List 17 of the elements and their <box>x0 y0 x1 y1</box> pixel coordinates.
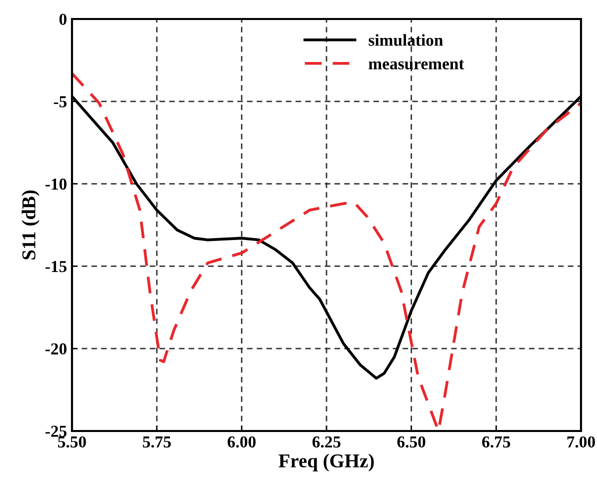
x-tick-label: 6.75 <box>482 436 510 448</box>
legend-label: simulation <box>368 34 443 46</box>
x-axis-title: Freq (GHz) <box>278 454 374 472</box>
y-tick-label: -15 <box>46 260 67 272</box>
x-tick-label: 6.00 <box>228 436 256 448</box>
y-tick-label: -10 <box>46 178 67 190</box>
x-tick-label: 5.75 <box>142 436 171 448</box>
x-tick-label: 5.50 <box>58 436 86 448</box>
y-axis-title: S11 (dB) <box>22 190 40 260</box>
legend-label: measurement <box>368 60 464 70</box>
x-tick-label: 6.25 <box>312 436 340 448</box>
y-tick-label: -20 <box>46 343 67 355</box>
y-tick-label: -25 <box>46 426 67 437</box>
y-tick-label: -5 <box>54 96 67 108</box>
x-tick-label: 6.50 <box>397 436 426 448</box>
x-tick-label: 7.00 <box>567 436 595 448</box>
y-tick-label: 0 <box>59 14 67 25</box>
